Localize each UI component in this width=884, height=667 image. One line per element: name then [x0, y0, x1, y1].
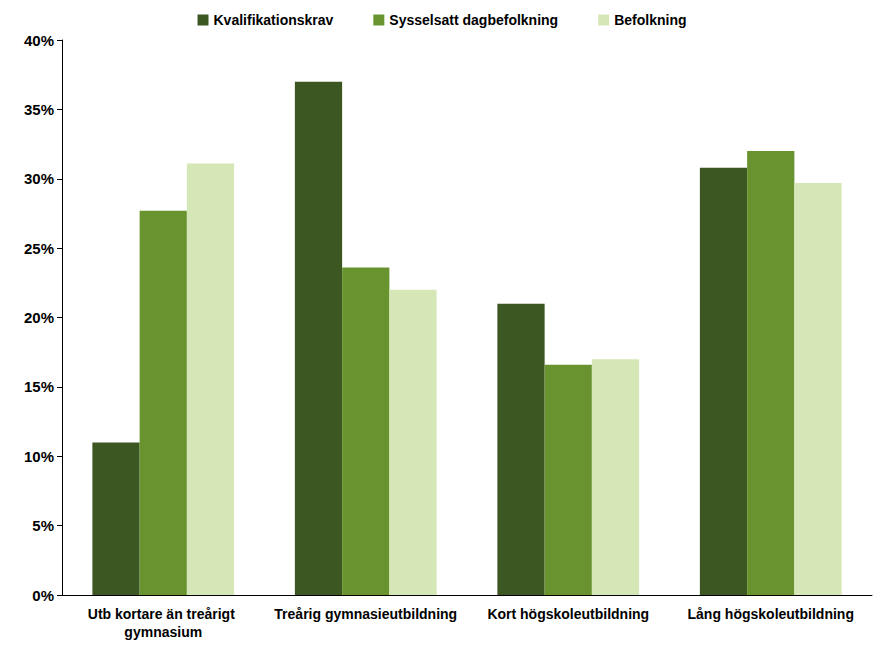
svg-text:Treårig gymnasieutbildning: Treårig gymnasieutbildning: [274, 606, 457, 622]
svg-text:15%: 15%: [24, 378, 54, 395]
svg-text:Sysselsatt dagbefolkning: Sysselsatt dagbefolkning: [389, 12, 558, 28]
svg-text:40%: 40%: [24, 32, 54, 49]
svg-text:Kort högskoleutbildning: Kort högskoleutbildning: [487, 606, 649, 622]
svg-text:25%: 25%: [24, 240, 54, 257]
svg-text:20%: 20%: [24, 309, 54, 326]
svg-text:0%: 0%: [32, 587, 54, 604]
svg-text:35%: 35%: [24, 101, 54, 118]
svg-text:10%: 10%: [24, 448, 54, 465]
svg-text:30%: 30%: [24, 170, 54, 187]
svg-text:Utb kortare än treårigt: Utb kortare än treårigt: [88, 606, 239, 622]
svg-text:5%: 5%: [32, 517, 54, 534]
svg-text:Kvalifikationskrav: Kvalifikationskrav: [214, 12, 334, 28]
svg-text:Lång högskoleutbildning: Lång högskoleutbildning: [688, 606, 854, 622]
svg-text:gymnasium: gymnasium: [124, 624, 202, 640]
svg-text:Befolkning: Befolkning: [614, 12, 686, 28]
